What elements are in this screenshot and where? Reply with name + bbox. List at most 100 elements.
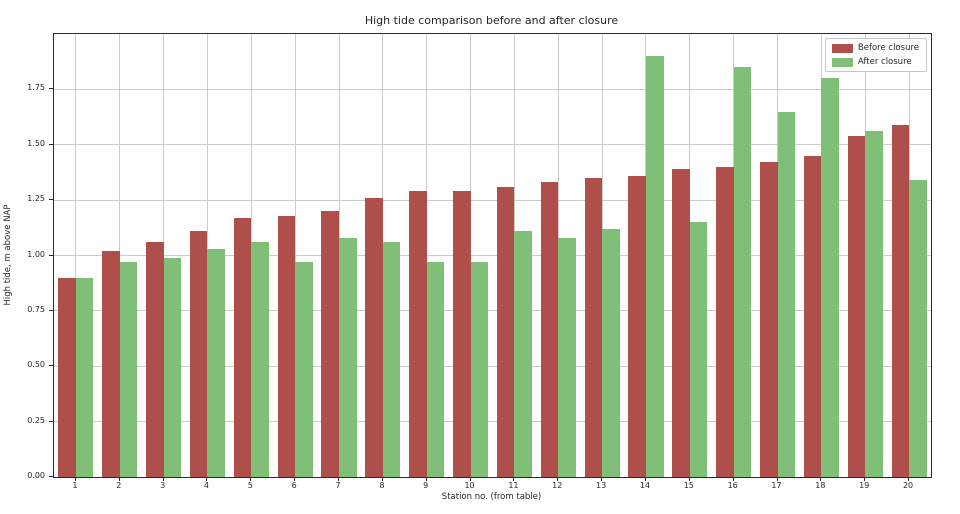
x-tick-mark bbox=[74, 477, 76, 481]
x-tick-label: 5 bbox=[247, 481, 253, 490]
bar-after-station-8 bbox=[382, 242, 401, 477]
bar-after-station-20 bbox=[909, 180, 927, 477]
x-tick-mark bbox=[820, 477, 822, 481]
x-axis-label: Station no. (from table) bbox=[441, 492, 542, 502]
legend: Before closure After closure bbox=[824, 38, 927, 72]
x-tick-label: 12 bbox=[552, 481, 563, 490]
x-tick-mark bbox=[513, 477, 515, 481]
legend-item-after-closure: After closure bbox=[831, 57, 919, 67]
x-tick-label: 13 bbox=[596, 481, 607, 490]
y-tick-mark bbox=[49, 365, 53, 367]
gridline-horizontal bbox=[54, 144, 931, 146]
gridline-vertical bbox=[119, 34, 121, 477]
x-tick-label: 11 bbox=[508, 481, 519, 490]
x-tick-mark bbox=[469, 477, 471, 481]
x-tick-label: 16 bbox=[727, 481, 738, 490]
x-tick-label: 9 bbox=[423, 481, 429, 490]
bar-before-station-2 bbox=[102, 251, 120, 477]
y-tick-mark bbox=[49, 476, 53, 477]
y-tick-mark bbox=[49, 254, 53, 256]
bar-before-station-7 bbox=[321, 211, 340, 477]
y-tick-mark bbox=[49, 199, 53, 201]
y-tick-label: 1.75 bbox=[27, 83, 45, 93]
bar-after-station-9 bbox=[426, 262, 445, 477]
legend-label-after-closure: After closure bbox=[857, 57, 912, 67]
y-tick-label: 1.50 bbox=[27, 138, 45, 148]
x-tick-mark bbox=[776, 477, 778, 481]
bar-before-station-10 bbox=[453, 191, 471, 477]
x-tick-label: 3 bbox=[160, 481, 166, 490]
y-tick-mark bbox=[49, 143, 53, 145]
x-tick-mark bbox=[118, 477, 120, 481]
legend-swatch-after-closure bbox=[831, 57, 853, 67]
x-tick-mark bbox=[688, 477, 690, 481]
x-tick-label: 18 bbox=[815, 481, 826, 490]
bar-after-station-16 bbox=[733, 67, 752, 477]
gridline-vertical bbox=[75, 34, 77, 477]
bar-before-station-17 bbox=[759, 162, 778, 477]
bar-after-station-7 bbox=[339, 237, 357, 477]
bar-after-station-18 bbox=[821, 78, 839, 477]
x-tick-mark bbox=[294, 477, 296, 481]
x-tick-label: 20 bbox=[902, 481, 914, 490]
x-tick-mark bbox=[250, 477, 252, 481]
bar-before-station-9 bbox=[409, 191, 427, 477]
x-tick-label: 8 bbox=[379, 481, 385, 490]
plot-area: Before closure After closure bbox=[53, 33, 932, 478]
gridline-horizontal bbox=[54, 310, 931, 312]
x-tick-mark bbox=[644, 477, 646, 481]
y-tick-label: 0.75 bbox=[27, 304, 45, 314]
bar-before-station-1 bbox=[58, 277, 76, 477]
x-tick-mark bbox=[381, 477, 383, 481]
gridline-vertical bbox=[294, 34, 296, 477]
y-tick-label: 1.00 bbox=[27, 249, 45, 259]
bar-before-station-15 bbox=[672, 169, 690, 477]
bar-before-station-6 bbox=[277, 215, 296, 477]
x-tick-label: 2 bbox=[116, 481, 122, 490]
gridline-vertical bbox=[426, 34, 428, 477]
bar-before-station-4 bbox=[189, 231, 208, 477]
y-tick-label: 0.00 bbox=[27, 471, 45, 480]
x-tick-label: 19 bbox=[859, 481, 870, 490]
bar-before-station-19 bbox=[847, 135, 866, 477]
x-tick-label: 7 bbox=[335, 481, 341, 490]
x-tick-label: 4 bbox=[203, 481, 210, 490]
bar-after-station-10 bbox=[470, 262, 489, 477]
y-tick-mark bbox=[49, 88, 53, 90]
chart-title: High tide comparison before and after cl… bbox=[364, 14, 619, 27]
bar-after-station-11 bbox=[514, 231, 532, 477]
gridline-horizontal bbox=[54, 88, 931, 90]
gridline-horizontal bbox=[54, 199, 931, 201]
gridline-vertical bbox=[470, 34, 472, 477]
bar-after-station-2 bbox=[119, 262, 138, 477]
legend-swatch-before-closure bbox=[831, 43, 853, 53]
x-tick-mark bbox=[601, 477, 603, 481]
bar-after-station-5 bbox=[251, 242, 269, 477]
gridline-horizontal bbox=[54, 255, 931, 256]
bar-before-station-5 bbox=[233, 217, 252, 477]
y-tick-mark bbox=[49, 309, 53, 311]
bar-after-station-4 bbox=[207, 248, 225, 477]
bar-before-station-13 bbox=[584, 177, 603, 477]
x-tick-mark bbox=[908, 477, 910, 481]
y-tick-mark bbox=[49, 420, 53, 422]
bar-before-station-16 bbox=[716, 166, 734, 477]
bar-after-station-3 bbox=[163, 257, 182, 477]
bar-before-station-20 bbox=[891, 124, 910, 477]
x-tick-label: 6 bbox=[291, 481, 297, 490]
bar-before-station-8 bbox=[365, 197, 383, 477]
x-tick-label: 14 bbox=[639, 481, 651, 490]
bar-after-station-6 bbox=[295, 262, 313, 477]
bar-after-station-17 bbox=[777, 111, 796, 477]
bar-before-station-14 bbox=[628, 175, 646, 477]
x-tick-mark bbox=[206, 477, 208, 481]
x-tick-mark bbox=[732, 477, 734, 481]
bar-after-station-19 bbox=[865, 131, 883, 477]
legend-label-before-closure: Before closure bbox=[857, 43, 919, 53]
bar-after-station-14 bbox=[645, 56, 664, 477]
bar-before-station-3 bbox=[146, 242, 164, 477]
bar-before-station-11 bbox=[496, 186, 515, 477]
bar-before-station-18 bbox=[803, 155, 822, 477]
x-tick-label: 1 bbox=[72, 481, 78, 490]
x-tick-mark bbox=[338, 477, 340, 481]
